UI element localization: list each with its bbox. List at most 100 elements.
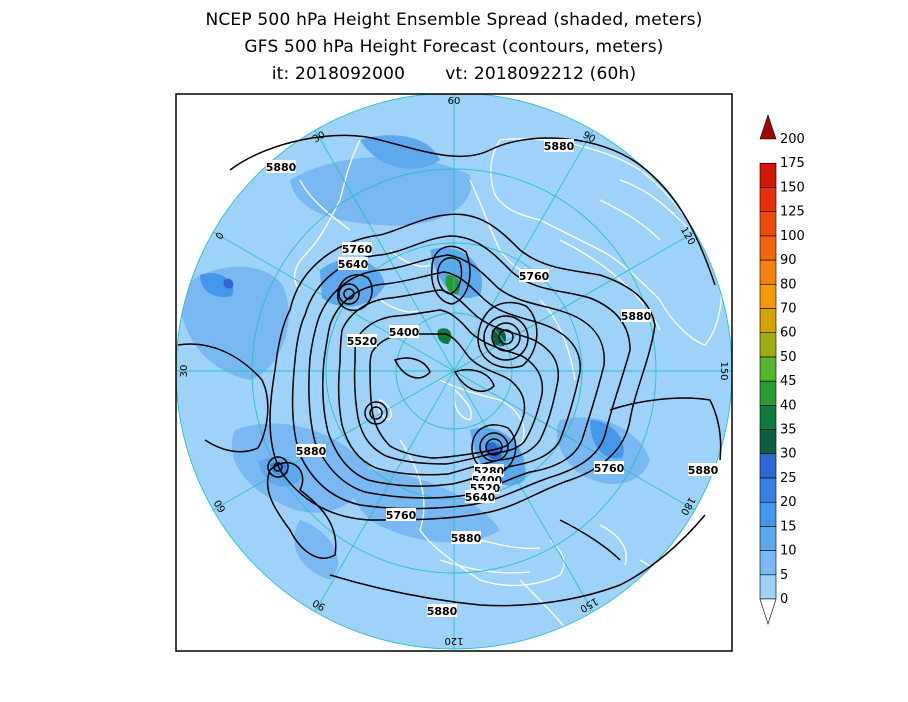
- title-line-3: it: 2018092000 vt: 2018092212 (60h): [0, 64, 908, 84]
- contour-label: 5880: [621, 309, 652, 323]
- contour-line: [369, 406, 383, 420]
- colorbar-swatch: [759, 453, 777, 479]
- island: [377, 399, 392, 421]
- contour-label-text: 5760: [519, 270, 550, 283]
- contour-label: 5880: [544, 139, 575, 153]
- colorbar-swatch: [759, 429, 777, 455]
- colorbar-swatch: [759, 501, 777, 527]
- contour-line: [291, 235, 631, 510]
- colorbar-label: 90: [780, 253, 797, 268]
- contour-line: [273, 462, 283, 472]
- colorbar-label: 100: [780, 229, 805, 244]
- colorbar-label: 30: [780, 447, 797, 462]
- colorbar-swatch: [759, 405, 777, 430]
- contour-label: 5760: [519, 269, 550, 283]
- colorbar-swatch: [759, 308, 777, 333]
- coastline: [439, 379, 525, 446]
- colorbar-label: 25: [780, 471, 797, 486]
- colorbar-label: 175: [780, 156, 805, 171]
- coastline: [599, 524, 627, 566]
- colorbar-swatch: [759, 526, 777, 551]
- contour-label-text: 5400: [389, 326, 420, 339]
- colorbar-label: 200: [780, 132, 805, 147]
- contour-line: [322, 271, 581, 487]
- contour-label-text: 5880: [451, 532, 482, 545]
- contour-line: [329, 514, 706, 607]
- contour-line: [609, 397, 722, 461]
- colorbar-label: 60: [780, 326, 797, 341]
- contour-line: [369, 333, 526, 459]
- title-line-2: GFS 500 hPa Height Forecast (contours, m…: [244, 37, 664, 57]
- border-line: [599, 179, 691, 241]
- meridian-line: [213, 370, 455, 511]
- contour-label: 5880: [296, 444, 327, 458]
- spread-area: [351, 470, 500, 543]
- contour-line: [364, 401, 388, 425]
- meridian-label: 150: [718, 361, 729, 380]
- colorbar-label: 80: [780, 277, 797, 292]
- contour-label-text: 5640: [465, 491, 496, 504]
- contour-line: [269, 213, 656, 521]
- contour-label-text: 5880: [427, 605, 458, 618]
- contour-label-text: 5520: [347, 335, 378, 348]
- colorbar-swatch: [759, 380, 777, 406]
- island: [453, 388, 472, 421]
- init-time: it: 2018092000: [271, 64, 406, 84]
- meridian-line: [213, 231, 455, 372]
- meridian-label: 120: [444, 635, 463, 646]
- contour-label: 5880: [688, 463, 719, 477]
- contour-labels: 5880 5880 5760 5640 5760 5880 5400 5520 …: [266, 139, 719, 618]
- meridian-label: 90: [580, 130, 597, 146]
- contour-line: [343, 288, 355, 300]
- contour-label-text: 5760: [594, 462, 625, 475]
- contour-line: [177, 343, 269, 453]
- contour-label: 5880: [427, 604, 458, 618]
- height-contours: [177, 134, 722, 607]
- colorbar-label: 150: [780, 180, 805, 195]
- colorbar-label: 15: [780, 519, 797, 534]
- valid-time: vt: 2018092212 (60h): [445, 64, 637, 84]
- colorbar-swatch: [759, 235, 777, 261]
- meridian-line: [453, 130, 594, 372]
- colorbar-swatch: [759, 356, 777, 382]
- contour-line: [337, 289, 560, 476]
- meridian-label: 30: [179, 365, 190, 378]
- contour-line: [477, 301, 538, 369]
- contour-line: [436, 257, 463, 295]
- contour-line: [498, 329, 514, 345]
- colorbar-label: 50: [780, 350, 797, 365]
- contour-line: [267, 456, 289, 478]
- contour-label-text: 5880: [266, 161, 297, 174]
- contour-line: [430, 245, 471, 305]
- colorbar-label: 125: [780, 205, 805, 220]
- contour-line: [393, 357, 431, 379]
- colorbar-swatch: [759, 574, 777, 600]
- contour-label-text: 5880: [544, 140, 575, 153]
- title-line-1: NCEP 500 hPa Height Ensemble Spread (sha…: [205, 10, 703, 30]
- contour-line: [338, 283, 360, 305]
- coastline: [490, 138, 723, 346]
- colorbar-swatch: [759, 283, 777, 309]
- contour-label-text: 5880: [621, 310, 652, 323]
- colorbar-label: 45: [780, 374, 797, 389]
- meridian-line: [314, 130, 455, 372]
- colorbar-swatch: [759, 259, 777, 285]
- colorbar-label: 20: [780, 495, 797, 510]
- colorbar-swatch: [759, 211, 777, 237]
- map-frame: [175, 93, 733, 652]
- spread-area: [437, 328, 452, 344]
- colorbar-label: 70: [780, 301, 797, 316]
- contour-label-text: 5760: [342, 243, 373, 256]
- contour-label: 5760: [342, 242, 373, 256]
- spread-area: [200, 273, 234, 298]
- colorbar-swatch: [759, 477, 777, 503]
- contour-label: 5400: [389, 325, 420, 339]
- colorbar-swatch: [759, 187, 777, 212]
- contour-line: [483, 315, 529, 361]
- meridian-line: [453, 231, 695, 372]
- colorbar-label: 0: [780, 592, 788, 607]
- contour-label: 5520: [347, 334, 378, 348]
- colorbar-swatch: [759, 332, 777, 358]
- contour-label: 5760: [386, 508, 417, 522]
